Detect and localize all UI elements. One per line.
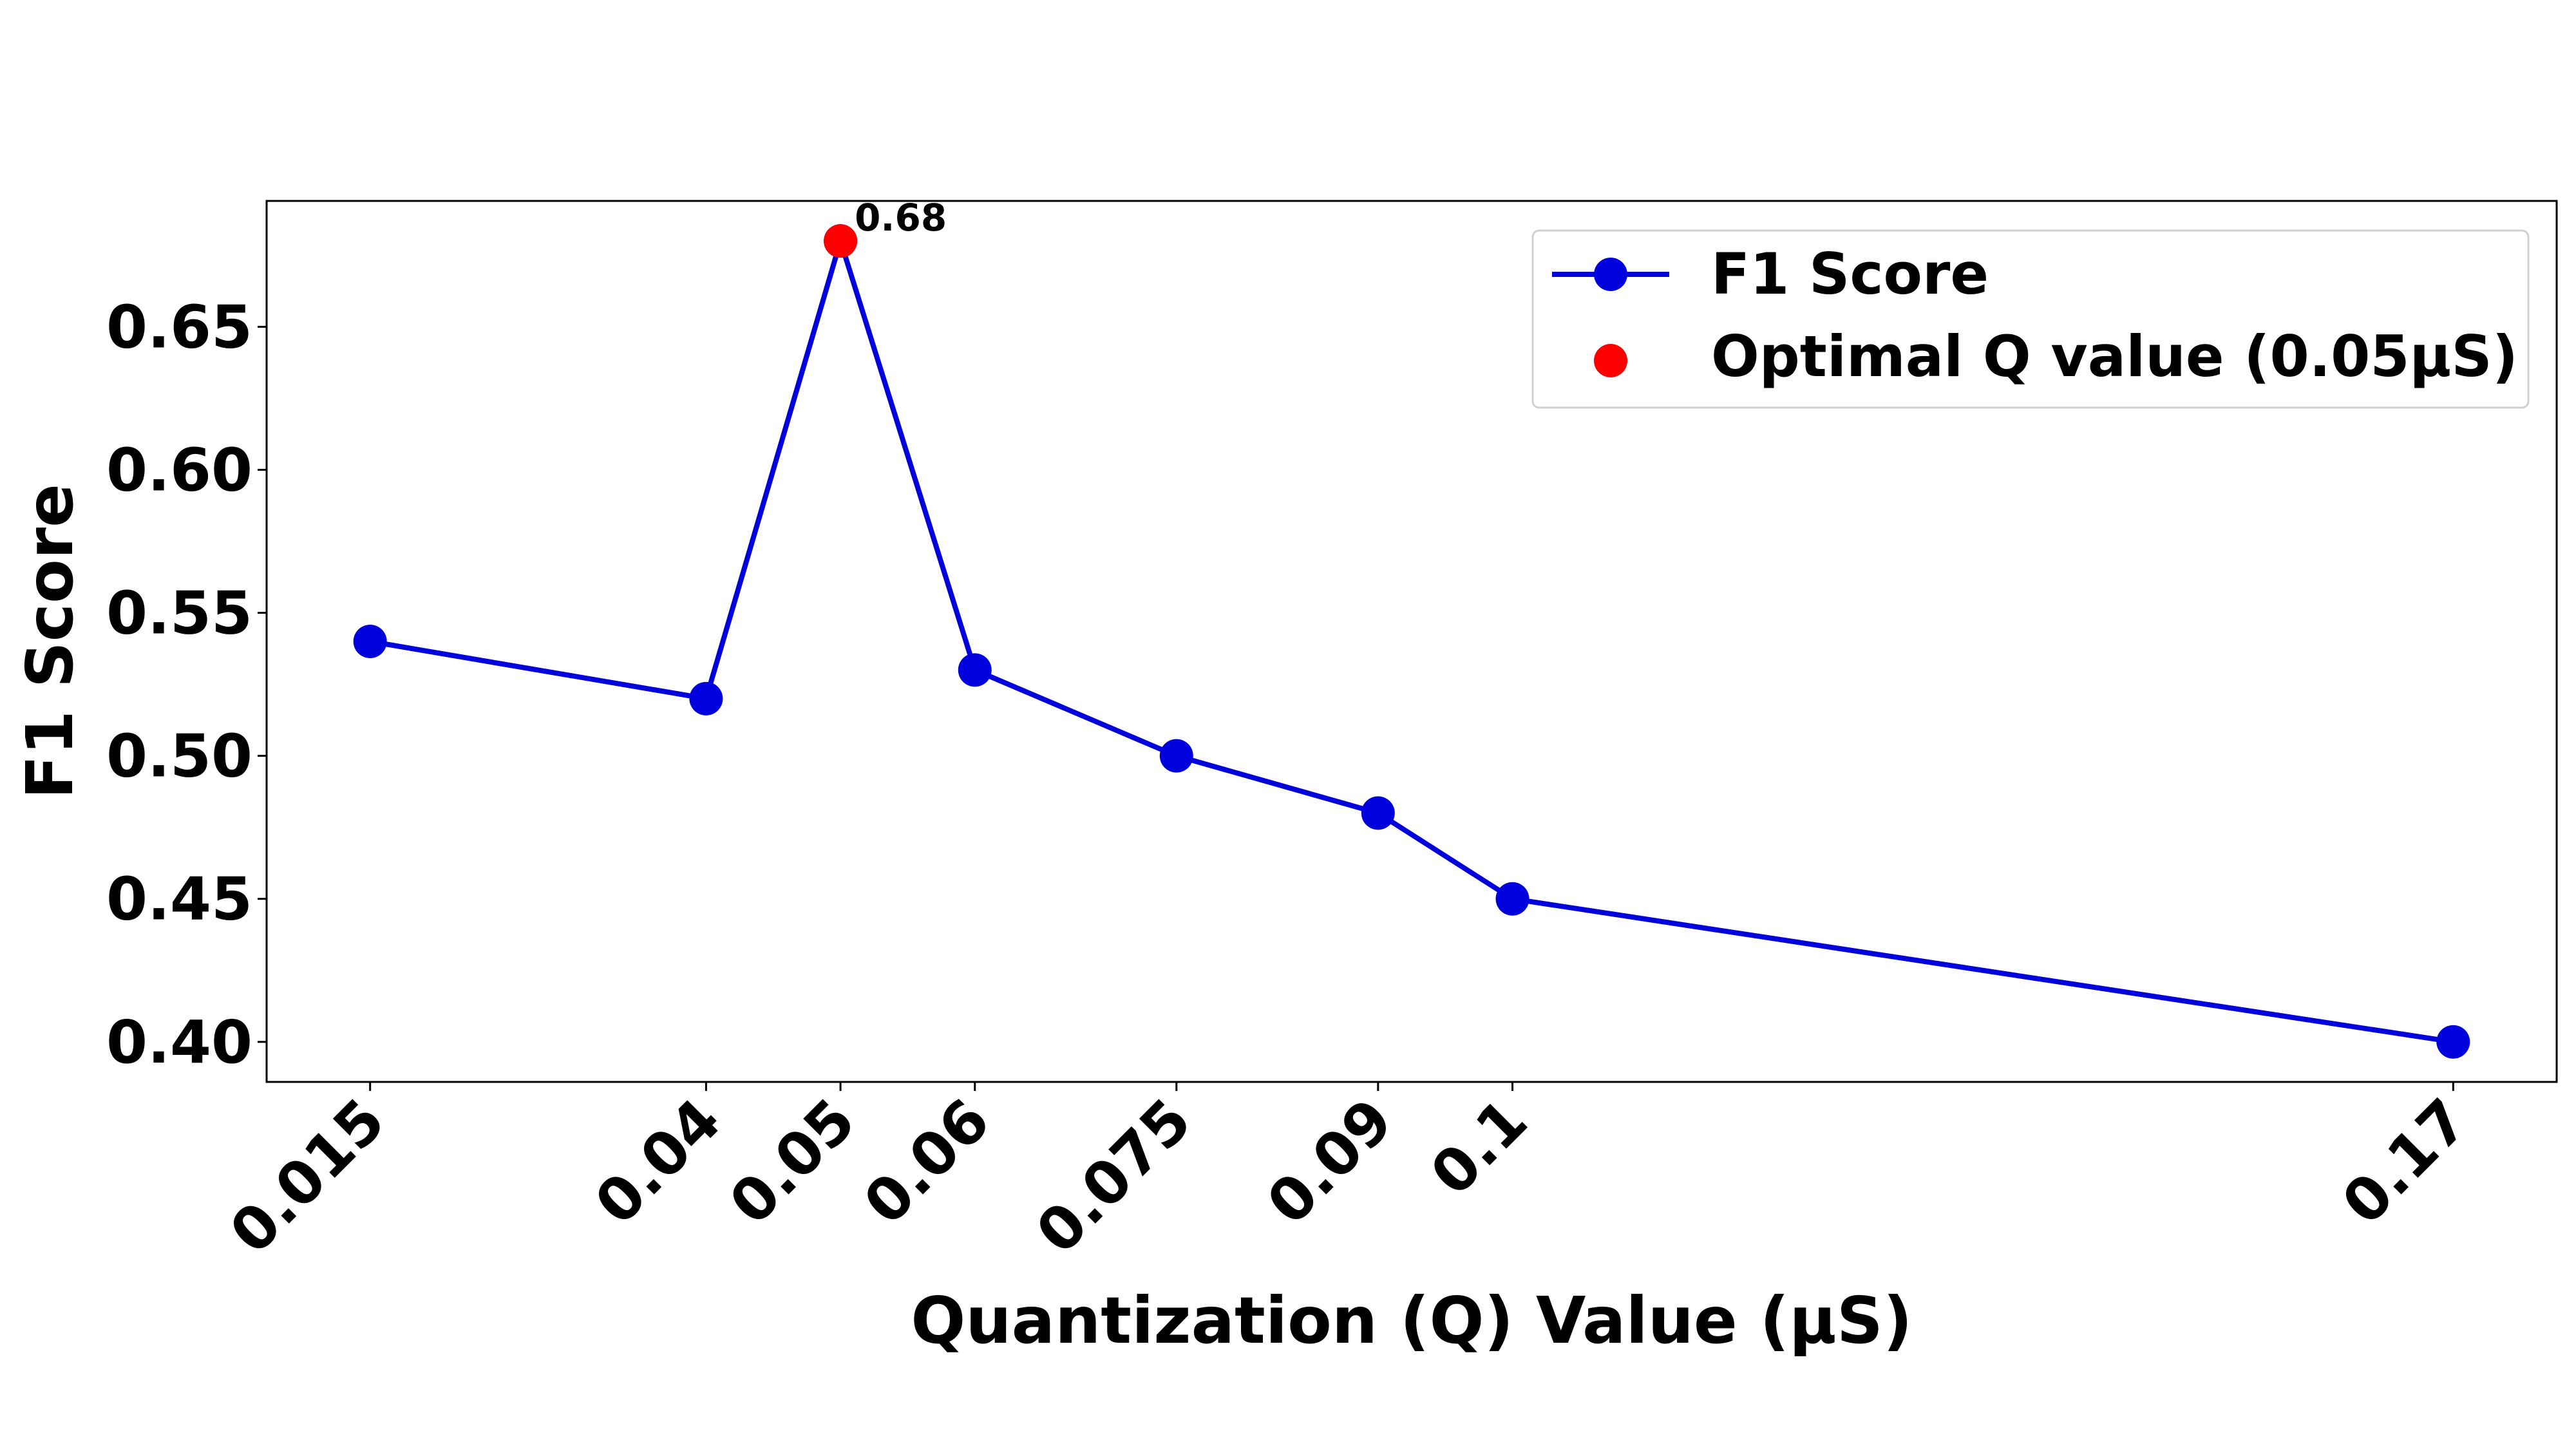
data-point [689,681,723,715]
y-tick-label: 0.50 [106,722,252,791]
series-layer: 0.68 [353,196,2470,1059]
data-point [2436,1025,2470,1059]
x-axis-title: Quantization (Q) Value (µS) [911,1283,1912,1358]
y-tick-label: 0.65 [106,292,252,361]
series-line-0 [370,238,2454,1045]
y-tick-label: 0.40 [106,1008,252,1077]
legend-box [1531,229,2530,409]
legend-optimal-swatch [1594,344,1627,377]
data-label-annotation: 0.68 [855,196,947,240]
y-tick-label: 0.55 [106,579,252,648]
legend-label-optimal: Optimal Q value (0.05µS) [1711,323,2518,390]
data-point [1361,796,1395,830]
y-tick-label: 0.45 [106,865,252,934]
legend-marker-swatch [1594,258,1627,291]
data-point [1159,739,1193,773]
y-axis-title: F1 Score [12,484,88,799]
data-point [1495,882,1530,916]
y-axis-ticks: 0.40 0.45 0.50 0.55 0.60 0.65 [106,292,267,1077]
optimal-point [824,224,858,258]
plot-frame [265,200,2558,1083]
data-point [958,653,992,687]
legend-label-f1: F1 Score [1711,241,1989,307]
legend: F1 Score Optimal Q value (0.05µS) [1531,229,2530,409]
y-tick-label: 0.60 [106,436,252,505]
data-point [353,625,387,658]
